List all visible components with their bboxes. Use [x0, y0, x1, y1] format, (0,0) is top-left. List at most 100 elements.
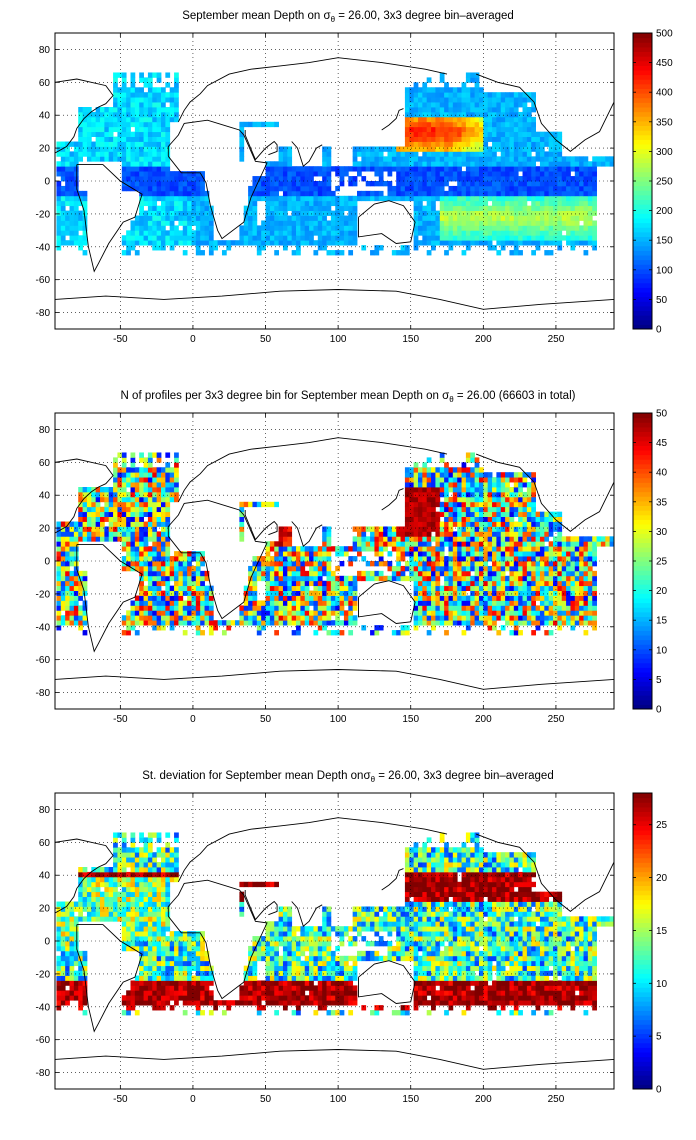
- heatmap-cell: [69, 235, 75, 241]
- heatmap-cell: [73, 151, 79, 157]
- heatmap-cell: [348, 590, 354, 596]
- heatmap-cell: [409, 546, 415, 552]
- heatmap-cell: [374, 190, 380, 197]
- heatmap-cell: [426, 511, 432, 517]
- heatmap-cell: [435, 580, 441, 587]
- heatmap-cell: [156, 565, 162, 572]
- heatmap-cell: [287, 225, 293, 231]
- heatmap-cell: [143, 240, 149, 246]
- heatmap-cell: [86, 116, 92, 123]
- heatmap-cell: [191, 235, 197, 241]
- heatmap-cell: [426, 575, 432, 582]
- heatmap-cell: [431, 92, 436, 98]
- heatmap-cell: [474, 185, 480, 192]
- heatmap-cell: [174, 570, 179, 577]
- heatmap-cell: [165, 521, 171, 527]
- heatmap-cell: [383, 561, 388, 567]
- heatmap-cell: [208, 240, 214, 246]
- heatmap-cell: [73, 561, 79, 567]
- heatmap-cell: [548, 185, 554, 192]
- heatmap-cell: [487, 146, 493, 152]
- heatmap-cell: [152, 116, 158, 123]
- heatmap-cell: [396, 630, 401, 636]
- heatmap-cell: [208, 220, 214, 226]
- heatmap-cell: [487, 546, 493, 552]
- heatmap-cell: [113, 536, 118, 542]
- heatmap-cell: [539, 551, 545, 557]
- heatmap-cell: [505, 501, 510, 508]
- heatmap-cell: [282, 610, 288, 616]
- heatmap-cell: [278, 240, 284, 246]
- heatmap-cell: [444, 250, 449, 256]
- heatmap-cell: [557, 190, 563, 197]
- heatmap-cell: [160, 121, 166, 128]
- heatmap-cell: [583, 551, 589, 557]
- heatmap-cell: [243, 225, 249, 231]
- heatmap-cell: [496, 121, 502, 128]
- heatmap-cell: [152, 200, 158, 207]
- heatmap-cell: [461, 496, 467, 503]
- heatmap-cell: [518, 521, 523, 527]
- heatmap-cell: [160, 146, 166, 152]
- heatmap-cell: [252, 605, 258, 611]
- heatmap-cell: [174, 565, 179, 572]
- heatmap-cell: [452, 477, 458, 483]
- heatmap-cell: [435, 166, 441, 172]
- heatmap-cell: [313, 210, 319, 216]
- heatmap-cell: [553, 195, 558, 202]
- heatmap-cell: [160, 195, 166, 202]
- heatmap-cell: [326, 610, 332, 616]
- heatmap-cell: [439, 501, 445, 508]
- heatmap-cell: [500, 235, 506, 241]
- heatmap-cell: [478, 541, 484, 547]
- heatmap-cell: [570, 551, 576, 557]
- heatmap-cell: [152, 126, 158, 133]
- heatmap-cell: [352, 556, 358, 562]
- heatmap-cell: [548, 205, 554, 211]
- heatmap-cell: [261, 121, 266, 128]
- heatmap-cell: [557, 220, 563, 226]
- heatmap-cell: [574, 580, 580, 587]
- heatmap-cell: [187, 556, 192, 562]
- heatmap-cell: [548, 561, 554, 567]
- heatmap-cell: [452, 195, 458, 202]
- heatmap-cell: [348, 585, 354, 591]
- heatmap-cell: [113, 72, 118, 78]
- heatmap-cell: [69, 225, 75, 231]
- heatmap-cell: [496, 487, 502, 493]
- heatmap-cell: [435, 131, 441, 137]
- heatmap-cell: [108, 141, 114, 147]
- heatmap-cell: [248, 205, 253, 211]
- heatmap-cell: [422, 146, 428, 152]
- heatmap-cell: [426, 605, 432, 611]
- heatmap-cell: [365, 181, 371, 187]
- heatmap-cell: [187, 600, 192, 606]
- heatmap-cell: [126, 161, 131, 167]
- heatmap-cell: [335, 225, 340, 231]
- heatmap-cell: [570, 245, 576, 251]
- heatmap-cell: [500, 482, 506, 488]
- heatmap-cell: [557, 215, 563, 221]
- heatmap-cell: [539, 521, 545, 527]
- heatmap-cell: [505, 156, 510, 162]
- heatmap-cell: [448, 92, 454, 98]
- heatmap-cell: [165, 590, 171, 596]
- heatmap-cell: [178, 181, 184, 187]
- heatmap-cell: [557, 605, 563, 611]
- heatmap-cell: [487, 107, 493, 113]
- heatmap-cell: [505, 136, 510, 142]
- heatmap-cell: [104, 126, 110, 133]
- heatmap-cell: [457, 200, 462, 207]
- colorbar-tick-label: 450: [656, 58, 673, 69]
- heatmap-cell: [313, 580, 319, 587]
- heatmap-cell: [391, 575, 397, 582]
- heatmap-cell: [143, 131, 149, 137]
- heatmap-cell: [169, 610, 175, 616]
- heatmap-cell: [439, 590, 445, 596]
- heatmap-cell: [557, 570, 563, 577]
- heatmap-cell: [269, 575, 275, 582]
- heatmap-cell: [487, 580, 493, 587]
- heatmap-cell: [409, 156, 415, 162]
- heatmap-cell: [187, 565, 192, 572]
- heatmap-cell: [69, 240, 75, 246]
